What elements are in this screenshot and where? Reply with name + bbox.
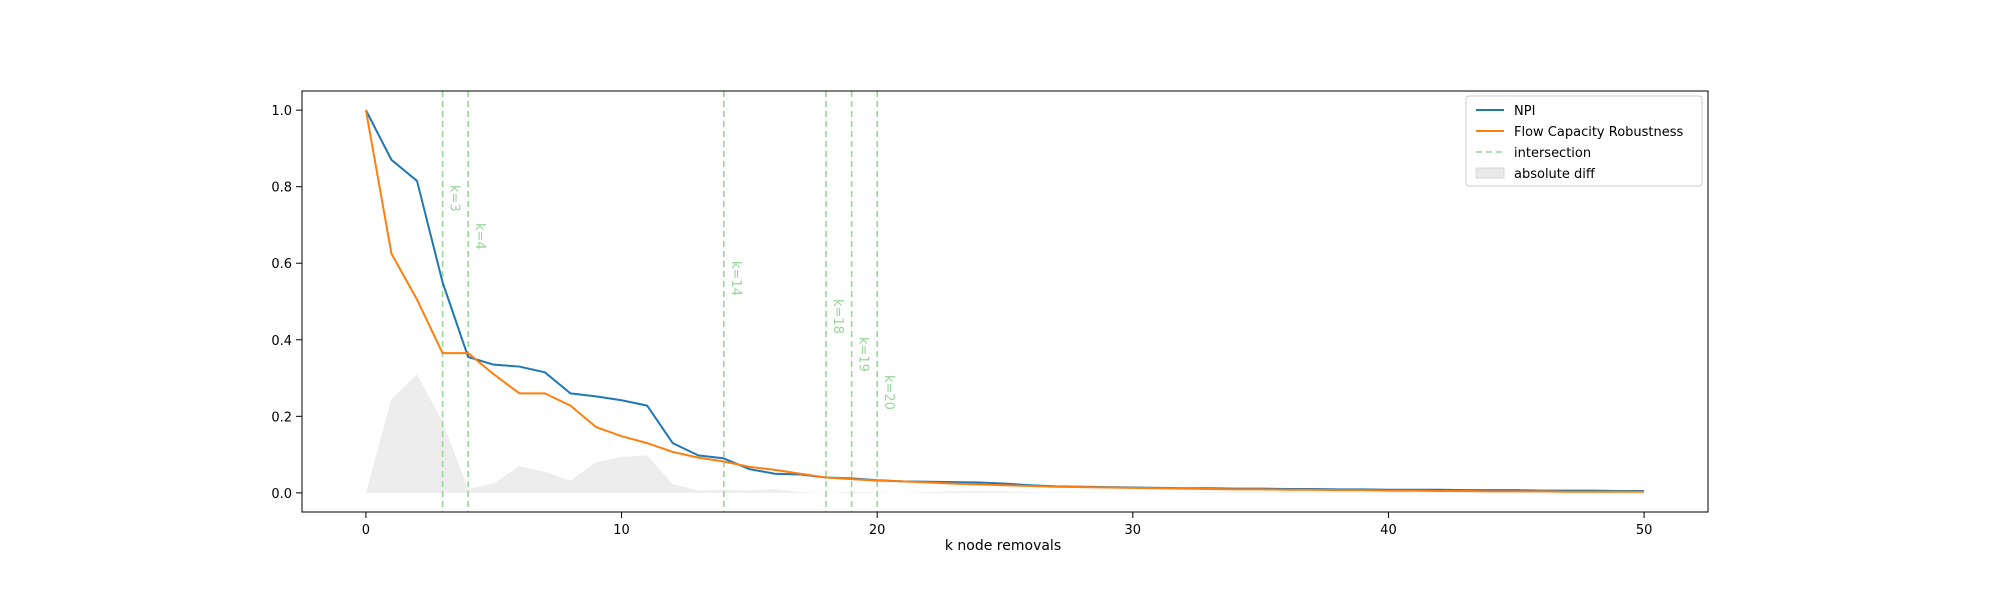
y-tick-label: 0.2: [271, 410, 292, 425]
intersection-label: k=4: [472, 223, 487, 250]
legend: NPI Flow Capacity Robustness intersection a…: [1465, 95, 1703, 187]
y-tick-label: 1.0: [271, 104, 292, 119]
series-lines-layer: [364, 109, 1645, 493]
x-tick-label: 10: [613, 523, 630, 538]
x-tick-label: 50: [1636, 523, 1653, 538]
y-tick-label: 0.8: [271, 181, 292, 196]
intersection-lines-layer: k=3 k=4 k=14 k=18 k=19 k=20: [441, 91, 896, 512]
intersection-label: k=18: [830, 299, 845, 334]
series-line-npi: [365, 109, 1645, 492]
series-line-flow-capacity-robustness: [364, 109, 1645, 493]
legend-npi-label: NPI: [1514, 104, 1535, 119]
legend-absolute-diff-swatch: [1475, 167, 1505, 179]
x-axis-label: k node removals: [945, 538, 1061, 554]
intersection-label: k=20: [881, 375, 896, 410]
y-tick-label: 0.4: [271, 334, 292, 349]
legend-flow-capacity-robustness-label: Flow Capacity Robustness: [1514, 125, 1684, 140]
x-tick-label: 20: [869, 523, 886, 538]
legend-box: [1465, 95, 1703, 187]
x-tick-label: 30: [1125, 523, 1142, 538]
intersection-label: k=14: [728, 261, 743, 296]
absolute-diff-area: [365, 374, 1645, 493]
legend-absolute-diff-label: absolute diff: [1514, 167, 1596, 182]
legend-intersection-label: intersection: [1514, 146, 1591, 161]
intersection-label: k=19: [856, 337, 871, 372]
x-tick-label: 40: [1380, 523, 1397, 538]
y-tick-label: 0.6: [271, 257, 292, 272]
axes: 0 10 20 30 40 50 0.0 0.2 0.4 0.6 0.8 1.0: [271, 90, 1709, 538]
y-tick-label: 0.0: [271, 487, 292, 502]
plot-frame: [301, 90, 1709, 513]
absolute-diff-layer: [365, 374, 1645, 493]
intersection-label: k=3: [447, 185, 462, 212]
x-tick-label: 0: [362, 523, 370, 538]
